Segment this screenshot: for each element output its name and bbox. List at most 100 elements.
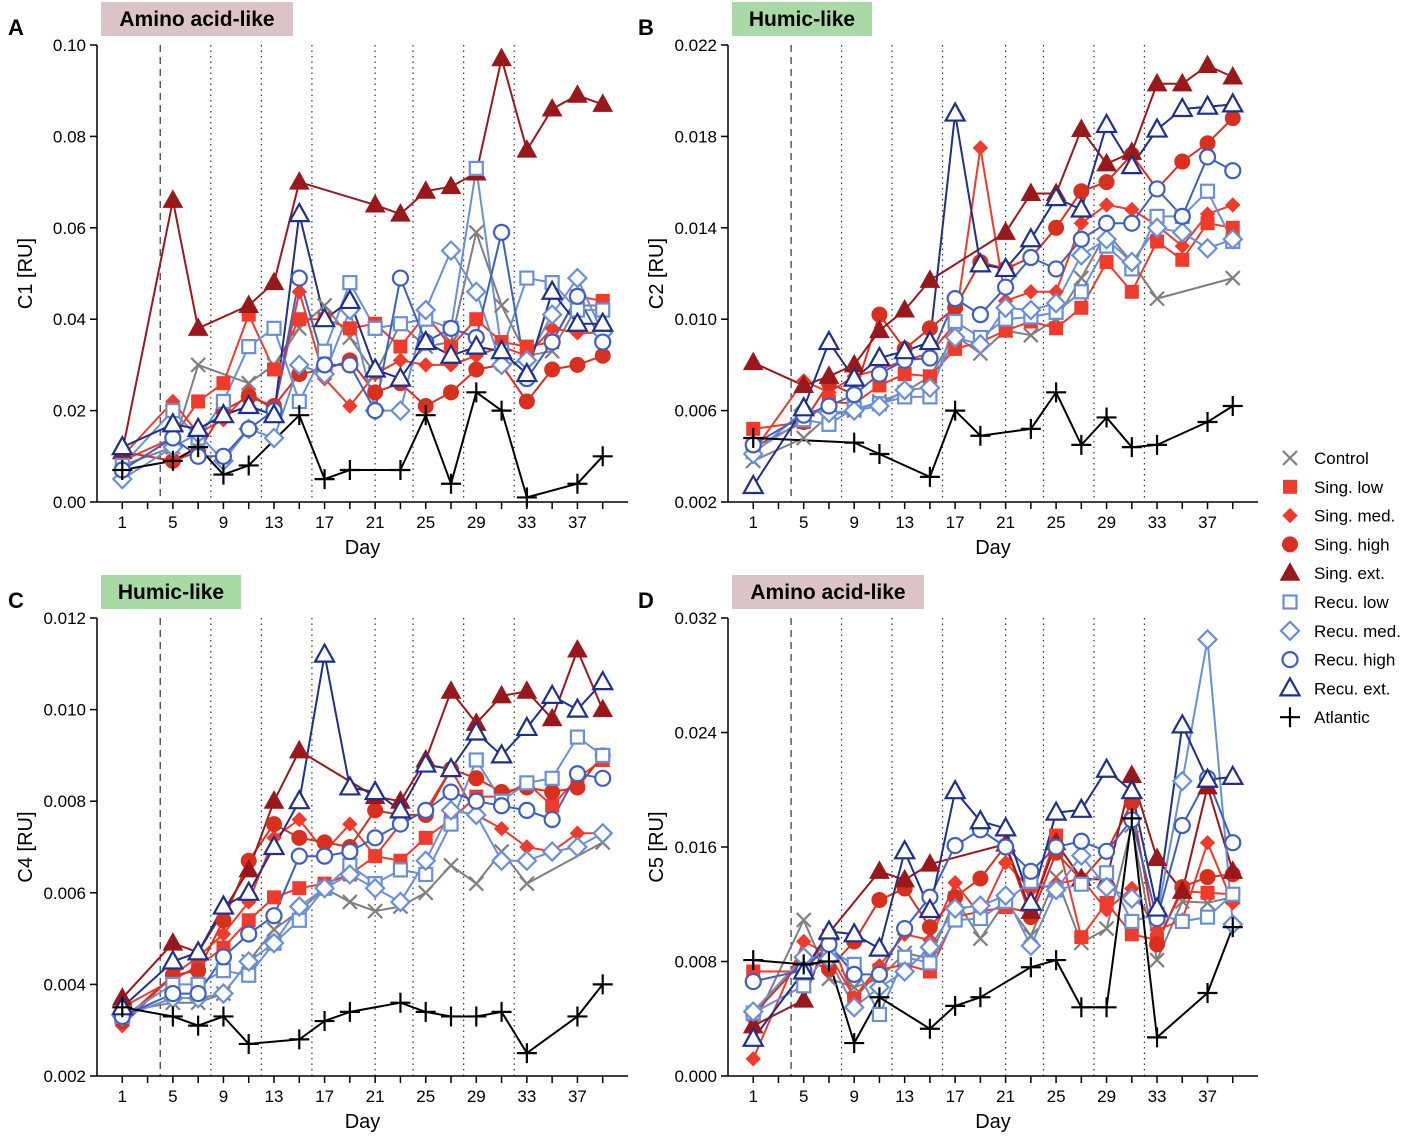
data-point-recu-high: [845, 965, 863, 983]
data-point-recu-high: [594, 333, 612, 351]
data-point-sing-high: [190, 962, 207, 979]
data-point-sing-low: [292, 312, 307, 327]
legend-item-sing-low: Sing. low: [1283, 478, 1384, 497]
data-point-atlantic: [1096, 997, 1117, 1018]
data-point-recu-ext: [817, 329, 841, 351]
data-point-recu-high: [1072, 832, 1090, 850]
data-point-recu-high: [265, 907, 283, 925]
data-point-atlantic: [970, 987, 991, 1008]
data-point-atlantic: [1197, 982, 1218, 1003]
data-point-sing-ext: [1096, 152, 1117, 172]
data-point-recu-low: [468, 160, 484, 176]
data-point-atlantic: [466, 1006, 487, 1027]
data-point-recu-med: [1121, 887, 1143, 910]
data-point-sing-ext: [162, 189, 184, 208]
data-point-control: [443, 857, 459, 874]
data-point-recu-med: [944, 326, 966, 349]
data-point-control: [367, 903, 383, 919]
series-line-sing-ext: [121, 57, 604, 452]
data-point-recu-ext: [515, 361, 539, 383]
data-point-sing-high: [367, 384, 384, 401]
data-point-atlantic: [314, 1011, 335, 1032]
data-point-sing-high: [544, 784, 561, 801]
data-point-recu-ext: [842, 922, 866, 943]
data-point-recu-med: [1096, 876, 1118, 898]
data-point-control: [468, 224, 485, 241]
data-point-recu-high: [1047, 838, 1065, 856]
data-point-atlantic: [238, 1033, 259, 1054]
data-point-control: [316, 297, 333, 314]
data-point-recu-ext: [1221, 764, 1245, 785]
data-point-sing-med: [1073, 215, 1090, 231]
y-tick-label: 0.006: [674, 402, 717, 421]
legend-marker-recu-med: [1279, 620, 1301, 642]
data-point-recu-med: [919, 377, 941, 399]
data-point-sing-high: [544, 361, 561, 378]
data-point-control: [1224, 270, 1241, 286]
x-tick-label: 9: [219, 1087, 228, 1106]
data-point-recu-ext: [1069, 797, 1093, 818]
data-point-recu-ext: [893, 839, 917, 860]
data-point-sing-high: [468, 770, 485, 787]
data-point-recu-ext: [389, 366, 412, 387]
data-point-recu-high: [971, 306, 989, 324]
legend-label: Sing. ext.: [1314, 564, 1385, 583]
series-line-sing-ext: [121, 649, 604, 999]
data-point-control: [972, 930, 989, 947]
legend-label: Recu. high: [1314, 651, 1395, 670]
legend-label: Sing. high: [1314, 535, 1390, 554]
panel-letter: D: [638, 588, 654, 613]
panel-letter: A: [8, 15, 24, 40]
data-point-recu-med: [995, 297, 1017, 319]
data-point-recu-ext: [566, 697, 589, 718]
data-point-control: [1073, 270, 1090, 286]
data-point-atlantic: [516, 1043, 537, 1064]
x-tick-label: 1: [749, 513, 758, 532]
data-point-control: [493, 297, 510, 314]
data-point-sing-med: [392, 352, 409, 369]
data-point-sing-high: [291, 829, 308, 846]
data-point-recu-ext: [969, 252, 992, 273]
data-point-recu-med: [1020, 299, 1042, 321]
data-point-atlantic: [1147, 1027, 1168, 1048]
data-point-atlantic: [491, 400, 512, 421]
data-point-sing-med: [1199, 834, 1216, 851]
data-point-sing-ext: [567, 84, 588, 103]
x-tick-label: 5: [799, 1087, 808, 1106]
data-point-recu-high: [366, 402, 384, 420]
data-point-recu-low: [468, 752, 484, 768]
data-point-control: [417, 885, 434, 901]
data-point-sing-med: [1225, 197, 1241, 213]
data-point-recu-med: [263, 932, 285, 954]
x-tick-label: 37: [568, 513, 587, 532]
x-tick-label: 1: [118, 1087, 127, 1106]
x-tick-label: 37: [568, 1087, 587, 1106]
data-point-recu-high: [290, 269, 308, 287]
data-point-sing-med: [1098, 902, 1115, 918]
data-point-atlantic: [1020, 418, 1041, 439]
y-tick-label: 0.032: [674, 609, 717, 628]
x-tick-label: 9: [849, 513, 858, 532]
data-point-recu-high: [1224, 834, 1242, 852]
data-point-recu-med: [868, 395, 890, 417]
data-point-recu-ext: [943, 778, 967, 800]
legend-marker-sing-high: [1282, 536, 1298, 553]
x-tick-label: 29: [1097, 513, 1116, 532]
data-point-recu-ext: [464, 720, 488, 741]
data-point-sing-ext: [390, 203, 411, 222]
data-point-sing-low: [393, 339, 408, 354]
data-point-sing-high: [1224, 110, 1241, 127]
y-tick-label: 0.04: [53, 310, 86, 329]
data-point-recu-med: [465, 804, 487, 826]
panel-letter: C: [8, 588, 24, 613]
y-tick-label: 0.024: [674, 724, 717, 743]
data-point-recu-low: [392, 316, 409, 332]
data-point-recu-high: [1022, 862, 1040, 880]
data-point-control: [1023, 327, 1039, 343]
data-point-atlantic: [869, 987, 890, 1008]
category-tag-background: [732, 575, 924, 609]
x-tick-label: 13: [895, 1087, 914, 1106]
data-point-recu-med: [1146, 217, 1168, 239]
data-point-recu-high: [543, 333, 561, 351]
data-point-recu-ext: [439, 756, 463, 778]
